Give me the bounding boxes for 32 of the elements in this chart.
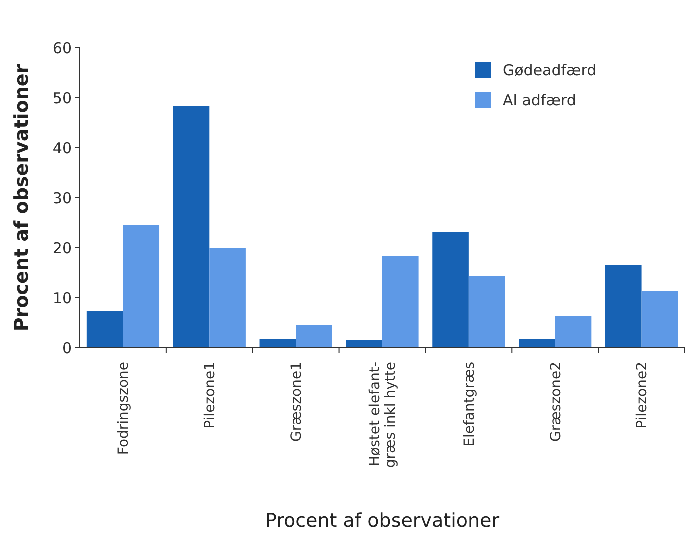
bar	[123, 225, 160, 348]
bar	[605, 266, 642, 348]
y-tick-label: 20	[52, 239, 72, 258]
bar	[296, 326, 332, 348]
bar	[468, 276, 506, 348]
bar	[555, 316, 592, 348]
x-tick-label: Græszone2	[548, 362, 564, 442]
bar	[173, 106, 210, 348]
y-tick-label: 60	[52, 39, 72, 58]
x-tick-label: Høstet elefant- græs inkl hytte	[368, 362, 400, 468]
bar	[432, 232, 469, 348]
bar	[642, 291, 678, 348]
x-tick-label: Elefantgræs	[462, 362, 478, 447]
y-tick-label: 50	[52, 89, 72, 108]
x-tick-label: Pilezone2	[634, 362, 651, 429]
y-tick-label: 0	[62, 339, 72, 358]
x-tick-label: Pilezone1	[202, 362, 219, 429]
bar	[210, 248, 246, 348]
x-tick-label: Græszone1	[288, 362, 305, 442]
y-axis-title: Procent af observationer	[11, 64, 33, 332]
legend-label: Al adfærd	[503, 91, 576, 110]
x-axis-title: Procent af observationer	[265, 510, 500, 532]
bar	[260, 339, 296, 348]
y-tick-label: 40	[52, 139, 72, 158]
legend-label: Gødeadfærd	[503, 61, 597, 80]
y-tick-label: 10	[52, 289, 72, 308]
bar	[519, 340, 556, 348]
x-tick-label: Fodringszone	[116, 362, 132, 456]
bar	[382, 256, 419, 348]
bar	[86, 312, 124, 348]
y-tick-label: 30	[52, 189, 72, 208]
bar	[346, 340, 382, 348]
